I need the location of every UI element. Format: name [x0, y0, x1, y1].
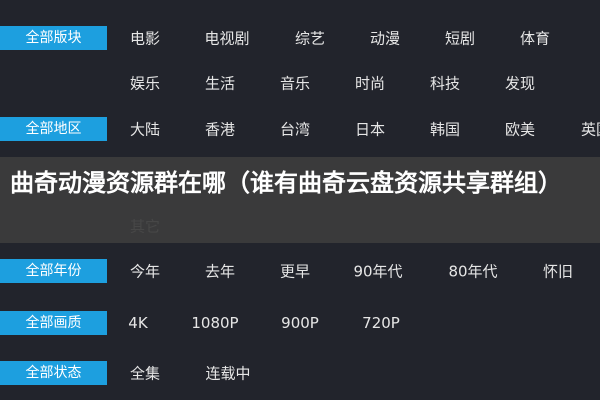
filter-item[interactable]: 去年 — [204, 262, 236, 281]
overlay-band — [0, 157, 600, 243]
filter-item[interactable]: 连载中 — [205, 364, 251, 383]
filter-item[interactable]: 科技 — [429, 74, 461, 93]
filter-item[interactable]: 动漫 — [369, 29, 401, 48]
filter-item[interactable]: 90年代 — [353, 262, 403, 281]
filter-item[interactable]: 80年代 — [448, 262, 498, 281]
filter-item[interactable]: 4K — [128, 314, 148, 332]
filter-item[interactable]: 更早 — [279, 262, 311, 281]
filter-item[interactable]: 时尚 — [354, 74, 386, 93]
filter-item[interactable]: 怀旧 — [542, 262, 574, 281]
filter-item[interactable]: 大陆 — [129, 120, 161, 139]
filter-item[interactable]: 体育 — [519, 29, 551, 48]
filter-item[interactable]: 日本 — [354, 120, 386, 139]
filter-label[interactable]: 全部年份 — [0, 259, 107, 283]
filter-item[interactable]: 今年 — [129, 262, 161, 281]
filter-label[interactable]: 全部画质 — [0, 311, 107, 335]
filter-item[interactable]: 短剧 — [444, 29, 476, 48]
filter-item[interactable]: 720P — [362, 314, 400, 332]
filter-item[interactable]: 全集 — [129, 364, 161, 383]
filter-item[interactable]: 900P — [281, 314, 319, 332]
filter-item[interactable]: 娱乐 — [129, 74, 161, 93]
overlay-title: 曲奇动漫资源群在哪（谁有曲奇云盘资源共享群组） — [10, 169, 562, 197]
filter-item[interactable]: 综艺 — [294, 29, 326, 48]
filter-item[interactable]: 电影 — [129, 29, 161, 48]
filter-item[interactable]: 欧美 — [504, 120, 536, 139]
filter-label[interactable]: 全部状态 — [0, 361, 107, 385]
filter-item[interactable]: 音乐 — [279, 74, 311, 93]
filter-item[interactable]: 1080P — [191, 314, 239, 332]
filter-item[interactable]: 发现 — [504, 74, 536, 93]
filter-label[interactable]: 全部地区 — [0, 117, 107, 141]
filter-item[interactable]: 生活 — [204, 74, 236, 93]
filter-item[interactable]: 英国 — [580, 120, 600, 139]
filter-item[interactable]: 香港 — [204, 120, 236, 139]
filter-label[interactable]: 全部版块 — [0, 26, 107, 50]
filter-item[interactable]: 电视剧 — [204, 29, 250, 48]
filter-item[interactable]: 韩国 — [429, 120, 461, 139]
filter-item[interactable]: 台湾 — [279, 120, 311, 139]
